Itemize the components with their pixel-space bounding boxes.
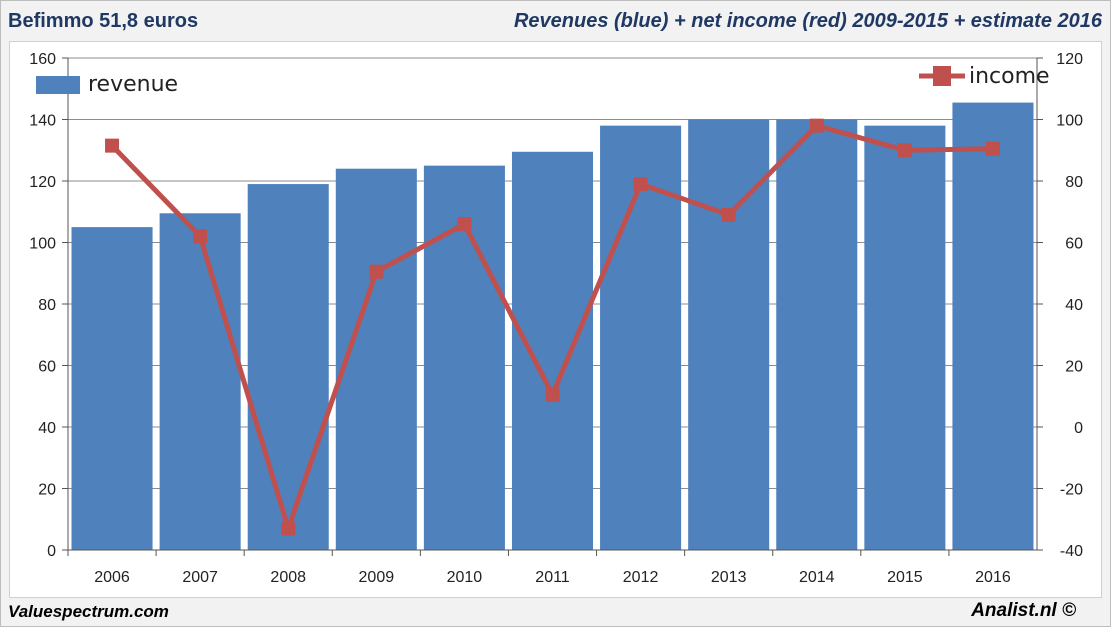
income-marker (985, 141, 1000, 156)
revenue-bar (335, 168, 417, 550)
right-axis-tick-label: -20 (1060, 482, 1083, 499)
income-marker (545, 387, 560, 402)
right-axis-tick-label: 120 (1056, 51, 1083, 68)
x-axis-tick-label: 2010 (447, 569, 483, 586)
legend-income: income (919, 63, 1050, 89)
x-axis-tick-label: 2016 (975, 569, 1011, 586)
revenue-bar (600, 125, 682, 551)
x-axis-tick-label: 2007 (182, 569, 218, 586)
income-marker (105, 138, 120, 153)
x-axis-tick-label: 2014 (799, 569, 835, 586)
left-axis-tick-label: 100 (29, 236, 56, 253)
revenue-bar (864, 125, 946, 551)
revenue-bar (247, 184, 329, 550)
chart-title-right: Revenues (blue) + net income (red) 2009-… (513, 10, 1102, 32)
x-axis-tick-label: 2015 (887, 569, 923, 586)
legend-revenue: revenue (36, 72, 178, 97)
left-axis-tick-label: 20 (38, 482, 56, 499)
footer-credit: Analist.nl © (971, 600, 1076, 621)
right-axis-tick-label: 20 (1065, 359, 1083, 376)
x-axis-tick-label: 2012 (623, 569, 659, 586)
left-axis-tick-label: 80 (38, 297, 56, 314)
left-axis-tick-label: 0 (47, 543, 56, 560)
right-axis-tick-label: 80 (1065, 174, 1083, 191)
x-axis-tick-label: 2008 (270, 569, 306, 586)
x-axis-tick-label: 2011 (535, 569, 570, 586)
left-axis-tick-label: 140 (29, 113, 56, 130)
x-axis-tick-label: 2013 (711, 569, 747, 586)
legend-revenue-swatch-icon (36, 75, 80, 94)
income-marker (633, 177, 648, 192)
left-axis-tick-label: 160 (29, 51, 56, 68)
right-axis-tick-label: -40 (1060, 543, 1083, 560)
right-axis-tick-label: 0 (1074, 420, 1083, 437)
revenue-bar (71, 227, 153, 550)
revenue-bar (511, 151, 594, 550)
revenue-bar (776, 119, 858, 550)
x-axis-tick-label: 2009 (359, 569, 395, 586)
income-marker (369, 264, 384, 279)
legend-income-marker-icon (919, 66, 965, 86)
left-axis-tick-label: 60 (38, 359, 56, 376)
income-marker (457, 217, 472, 232)
income-marker (193, 229, 208, 244)
income-marker (897, 143, 912, 158)
right-axis-tick-label: 40 (1065, 297, 1083, 314)
revenue-bar (952, 102, 1034, 551)
income-marker (721, 207, 736, 222)
revenue-bar (159, 213, 241, 550)
legend-income-label: income (969, 63, 1050, 89)
income-marker (281, 521, 296, 536)
footer-source: Valuespectrum.com (8, 602, 169, 621)
left-axis-tick-label: 40 (38, 420, 56, 437)
right-axis-tick-label: 60 (1065, 236, 1083, 253)
left-axis-tick-label: 120 (29, 174, 56, 191)
x-axis-tick-label: 2006 (94, 569, 130, 586)
revenue-bar (688, 119, 770, 550)
legend-revenue-label: revenue (88, 72, 179, 97)
right-axis-tick-label: 100 (1056, 113, 1083, 130)
income-marker (809, 118, 824, 133)
chart-title-left: Befimmo 51,8 euros (8, 10, 199, 32)
